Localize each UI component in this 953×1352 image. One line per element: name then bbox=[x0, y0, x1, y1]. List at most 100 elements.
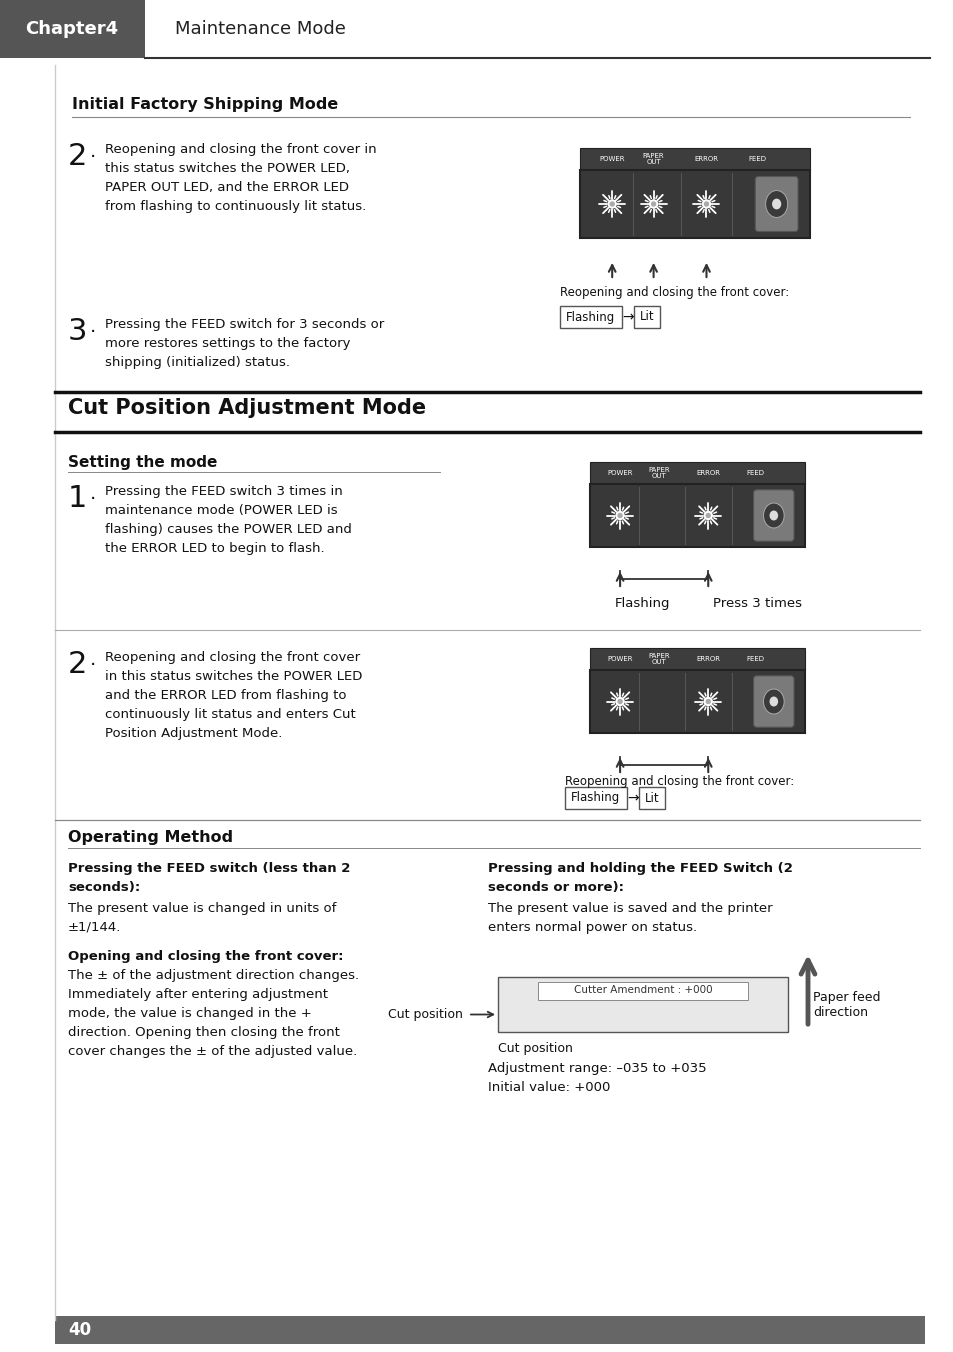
Text: Chapter4: Chapter4 bbox=[26, 20, 118, 38]
Text: Cutter Amendment : +000: Cutter Amendment : +000 bbox=[573, 986, 712, 995]
Text: Lit: Lit bbox=[639, 311, 654, 323]
Text: Flashing: Flashing bbox=[571, 791, 620, 804]
FancyBboxPatch shape bbox=[589, 462, 804, 484]
FancyBboxPatch shape bbox=[579, 170, 809, 238]
FancyBboxPatch shape bbox=[497, 977, 787, 1032]
Text: Operating Method: Operating Method bbox=[68, 830, 233, 845]
Text: Reopening and closing the front cover: Reopening and closing the front cover bbox=[105, 652, 359, 664]
Circle shape bbox=[608, 200, 616, 208]
Text: Paper feed
direction: Paper feed direction bbox=[812, 991, 880, 1018]
Text: flashing) causes the POWER LED and: flashing) causes the POWER LED and bbox=[105, 523, 352, 535]
Text: Press 3 times: Press 3 times bbox=[713, 598, 801, 610]
Text: Reopening and closing the front cover:: Reopening and closing the front cover: bbox=[564, 775, 794, 788]
Text: The ± of the adjustment direction changes.: The ± of the adjustment direction change… bbox=[68, 969, 358, 982]
FancyBboxPatch shape bbox=[753, 676, 793, 727]
Text: Initial value: +000: Initial value: +000 bbox=[488, 1082, 610, 1094]
FancyBboxPatch shape bbox=[589, 484, 804, 548]
Text: FEED: FEED bbox=[746, 656, 763, 662]
Text: 1: 1 bbox=[68, 484, 88, 512]
Text: PAPER
OUT: PAPER OUT bbox=[642, 153, 663, 165]
Text: direction. Opening then closing the front: direction. Opening then closing the fron… bbox=[68, 1026, 339, 1038]
Circle shape bbox=[649, 200, 657, 208]
Text: shipping (initialized) status.: shipping (initialized) status. bbox=[105, 356, 290, 369]
Text: Setting the mode: Setting the mode bbox=[68, 456, 217, 470]
Circle shape bbox=[616, 698, 623, 706]
Text: The present value is saved and the printer: The present value is saved and the print… bbox=[488, 902, 772, 915]
Text: The present value is changed in units of: The present value is changed in units of bbox=[68, 902, 336, 915]
Text: seconds):: seconds): bbox=[68, 882, 140, 894]
Text: Adjustment range: –035 to +035: Adjustment range: –035 to +035 bbox=[488, 1063, 706, 1075]
Text: .: . bbox=[90, 316, 96, 337]
Circle shape bbox=[618, 514, 621, 518]
Text: .: . bbox=[90, 484, 96, 503]
Ellipse shape bbox=[765, 191, 787, 218]
Text: the ERROR LED to begin to flash.: the ERROR LED to begin to flash. bbox=[105, 542, 324, 556]
FancyBboxPatch shape bbox=[579, 147, 809, 170]
Text: POWER: POWER bbox=[607, 470, 632, 476]
Circle shape bbox=[703, 698, 712, 706]
Circle shape bbox=[651, 201, 655, 206]
FancyBboxPatch shape bbox=[537, 982, 747, 1000]
Ellipse shape bbox=[769, 511, 778, 521]
Circle shape bbox=[703, 511, 712, 519]
Text: →: → bbox=[621, 310, 633, 324]
Ellipse shape bbox=[769, 696, 778, 707]
Text: Flashing: Flashing bbox=[566, 311, 615, 323]
Text: in this status switches the POWER LED: in this status switches the POWER LED bbox=[105, 671, 362, 683]
Text: POWER: POWER bbox=[598, 155, 624, 162]
FancyBboxPatch shape bbox=[589, 648, 804, 671]
Text: enters normal power on status.: enters normal power on status. bbox=[488, 921, 697, 934]
Text: .: . bbox=[90, 142, 96, 161]
Text: Cut position: Cut position bbox=[497, 1042, 572, 1055]
Text: ±1/144.: ±1/144. bbox=[68, 921, 121, 934]
Text: Pressing the FEED switch 3 times in: Pressing the FEED switch 3 times in bbox=[105, 485, 342, 498]
Text: ERROR: ERROR bbox=[696, 656, 720, 662]
FancyBboxPatch shape bbox=[559, 306, 621, 329]
FancyBboxPatch shape bbox=[755, 177, 798, 231]
Text: ERROR: ERROR bbox=[694, 155, 718, 162]
Ellipse shape bbox=[762, 503, 783, 529]
Text: ERROR: ERROR bbox=[696, 470, 720, 476]
Text: more restores settings to the factory: more restores settings to the factory bbox=[105, 337, 350, 350]
Text: PAPER
OUT: PAPER OUT bbox=[647, 653, 669, 665]
FancyBboxPatch shape bbox=[55, 1315, 924, 1344]
Text: Pressing the FEED switch for 3 seconds or: Pressing the FEED switch for 3 seconds o… bbox=[105, 318, 384, 331]
Ellipse shape bbox=[771, 199, 781, 210]
Text: 2: 2 bbox=[68, 142, 88, 170]
Text: seconds or more):: seconds or more): bbox=[488, 882, 623, 894]
Text: Opening and closing the front cover:: Opening and closing the front cover: bbox=[68, 950, 343, 963]
FancyBboxPatch shape bbox=[639, 787, 664, 808]
Text: Lit: Lit bbox=[644, 791, 659, 804]
FancyBboxPatch shape bbox=[753, 489, 793, 541]
Text: FEED: FEED bbox=[747, 155, 765, 162]
Text: Position Adjustment Mode.: Position Adjustment Mode. bbox=[105, 727, 282, 740]
Circle shape bbox=[616, 511, 623, 519]
Text: 3: 3 bbox=[68, 316, 88, 346]
Text: from flashing to continuously lit status.: from flashing to continuously lit status… bbox=[105, 200, 366, 214]
Circle shape bbox=[610, 201, 614, 206]
FancyBboxPatch shape bbox=[634, 306, 659, 329]
Text: Reopening and closing the front cover:: Reopening and closing the front cover: bbox=[559, 287, 788, 299]
Text: Reopening and closing the front cover in: Reopening and closing the front cover in bbox=[105, 143, 376, 155]
Text: Initial Factory Shipping Mode: Initial Factory Shipping Mode bbox=[71, 97, 338, 112]
FancyBboxPatch shape bbox=[0, 0, 145, 58]
FancyBboxPatch shape bbox=[564, 787, 626, 808]
Circle shape bbox=[618, 699, 621, 703]
Text: cover changes the ± of the adjusted value.: cover changes the ± of the adjusted valu… bbox=[68, 1045, 356, 1059]
Circle shape bbox=[705, 514, 709, 518]
Circle shape bbox=[703, 201, 708, 206]
Circle shape bbox=[701, 200, 710, 208]
Text: continuously lit status and enters Cut: continuously lit status and enters Cut bbox=[105, 708, 355, 721]
Text: 40: 40 bbox=[68, 1321, 91, 1338]
Text: Flashing: Flashing bbox=[615, 598, 670, 610]
Ellipse shape bbox=[762, 690, 783, 714]
Text: mode, the value is changed in the +: mode, the value is changed in the + bbox=[68, 1007, 312, 1019]
Text: POWER: POWER bbox=[607, 656, 632, 662]
Text: PAPER
OUT: PAPER OUT bbox=[647, 466, 669, 480]
Text: 2: 2 bbox=[68, 650, 88, 679]
Text: →: → bbox=[626, 791, 639, 804]
Text: and the ERROR LED from flashing to: and the ERROR LED from flashing to bbox=[105, 690, 346, 702]
Text: FEED: FEED bbox=[746, 470, 763, 476]
Text: PAPER OUT LED, and the ERROR LED: PAPER OUT LED, and the ERROR LED bbox=[105, 181, 349, 193]
Circle shape bbox=[705, 699, 709, 703]
